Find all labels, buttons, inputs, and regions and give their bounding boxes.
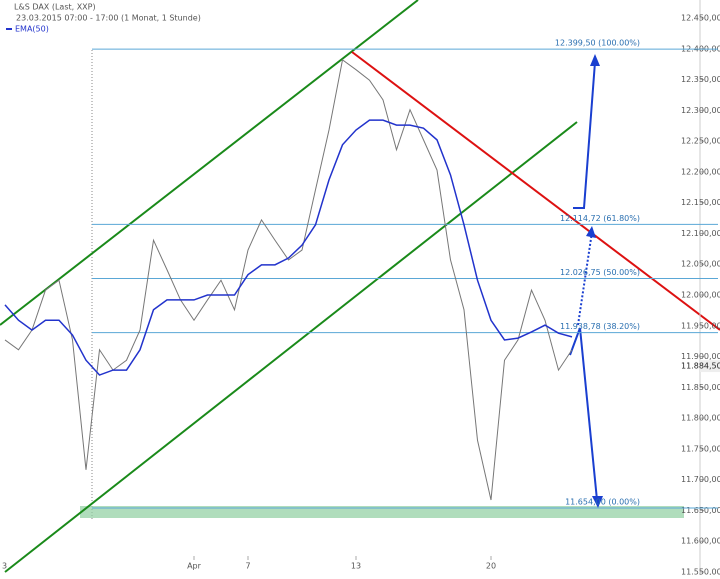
resistance-line [351,51,720,331]
x-tick-label: Apr [187,562,202,571]
y-tick-label: 11.850,00 [681,383,720,392]
y-tick-label: 11.800,00 [681,414,720,423]
y-tick-label: 12.150,00 [681,198,720,207]
fib-label: 11.938,78 (38.20%) [560,322,640,331]
y-tick-label: 11.600,00 [681,537,720,546]
y-tick-label: 11.900,00 [681,352,720,361]
y-tick-label: 12.000,00 [681,291,720,300]
y-tick-label: 11.750,00 [681,444,720,453]
y-tick-label: 11.550,00 [681,568,720,576]
support-zone [80,506,684,518]
y-tick-label: 12.250,00 [681,137,720,146]
x-tick-label: 7 [245,562,250,571]
y-tick-label: 11.650,00 [681,506,720,515]
fib-label: 12.026,75 (50.00%) [560,268,640,277]
y-tick-label: 12.350,00 [681,75,720,84]
projection-arrows [569,61,598,501]
y-tick-label: 11.700,00 [681,475,720,484]
y-tick-label: 12.100,00 [681,229,720,238]
fib-label: 12.114,72 (61.80%) [560,214,640,223]
x-tick-label: 13 [351,562,361,571]
title: L&S DAX (Last, XXP) [14,3,96,12]
price-line [4,58,573,501]
x-tick-label: 20 [486,562,496,571]
x-tick-label: 3 [2,562,7,571]
arrow-heads [586,54,603,508]
channel-bottom [4,121,578,573]
y-tick-label: 12.200,00 [681,167,720,176]
last-price-label: 11.884,50 [681,362,720,371]
channel-top [0,0,419,326]
fib-label: 12.399,50 (100.00%) [555,39,640,48]
y-tick-label: 11.950,00 [681,321,720,330]
subtitle: 23.03.2015 07:00 - 17:00 (1 Monat, 1 Stu… [16,14,201,23]
ema-line [4,119,573,376]
last-price-box [700,360,720,373]
legend-label: EMA(50) [15,25,49,34]
fib-label: 11.654,00 (0.00%) [565,497,640,506]
y-tick-label: 12.050,00 [681,260,720,269]
y-tick-label: 12.300,00 [681,106,720,115]
y-tick-label: 12.450,00 [681,14,720,23]
